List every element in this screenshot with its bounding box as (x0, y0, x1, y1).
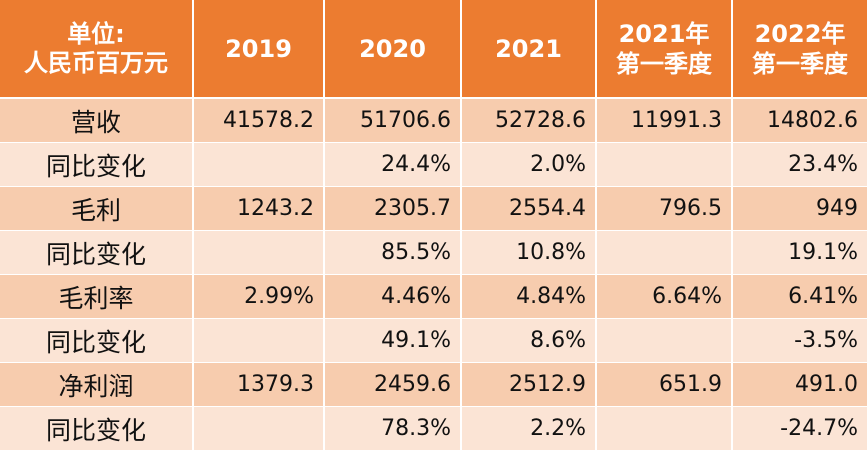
cell-2021: 52728.6 (461, 98, 597, 143)
cell-2019: 41578.2 (193, 98, 325, 143)
cell-2022-q1: 6.41% (732, 274, 867, 319)
header-2021-q1-quarter: 第一季度 (616, 49, 712, 78)
cell-2019 (193, 142, 325, 187)
cell-2021: 4.84% (461, 274, 597, 319)
header-2022-q1-year: 2022年 (754, 19, 846, 48)
header-2021-q1-year: 2021年 (618, 19, 710, 48)
table-row: 毛利率 2.99% 4.46% 4.84% 6.64% 6.41% (0, 274, 867, 319)
unit-currency: 人民币百万元 (24, 48, 168, 77)
table-row: 同比变化 78.3% 2.2% -24.7% (0, 406, 867, 451)
header-2022-q1: 2022年 第一季度 (732, 0, 867, 99)
cell-2019: 1379.3 (193, 362, 325, 407)
cell-2021-q1 (596, 230, 733, 275)
table-row: 同比变化 85.5% 10.8% 19.1% (0, 230, 867, 275)
cell-2021: 8.6% (461, 318, 597, 363)
cell-2021-q1 (596, 142, 733, 187)
cell-2019 (193, 318, 325, 363)
cell-2022-q1: -3.5% (732, 318, 867, 363)
cell-2021-q1: 796.5 (596, 186, 733, 231)
cell-2021-q1: 6.64% (596, 274, 733, 319)
row-label: 同比变化 (0, 142, 194, 187)
header-2020: 2020 (324, 0, 462, 99)
row-label: 毛利率 (0, 274, 194, 319)
cell-2020: 49.1% (324, 318, 462, 363)
cell-2020: 51706.6 (324, 98, 462, 143)
cell-2022-q1: 19.1% (732, 230, 867, 275)
cell-2022-q1: 14802.6 (732, 98, 867, 143)
cell-2022-q1: 949 (732, 186, 867, 231)
cell-2022-q1: 491.0 (732, 362, 867, 407)
header-2019: 2019 (193, 0, 325, 99)
header-2021-q1: 2021年 第一季度 (596, 0, 733, 99)
unit-label: 单位: (67, 19, 125, 48)
cell-2021: 2512.9 (461, 362, 597, 407)
cell-2020: 2305.7 (324, 186, 462, 231)
header-2021: 2021 (461, 0, 597, 99)
cell-2020: 24.4% (324, 142, 462, 187)
table-row: 营收 41578.2 51706.6 52728.6 11991.3 14802… (0, 98, 867, 143)
table-row: 毛利 1243.2 2305.7 2554.4 796.5 949 (0, 186, 867, 231)
cell-2022-q1: 23.4% (732, 142, 867, 187)
cell-2022-q1: -24.7% (732, 406, 867, 451)
header-row: 单位: 人民币百万元 2019 2020 2021 2021年 第一季度 202… (0, 0, 867, 99)
row-label: 营收 (0, 98, 194, 143)
cell-2021: 10.8% (461, 230, 597, 275)
cell-2021-q1: 651.9 (596, 362, 733, 407)
table-row: 同比变化 24.4% 2.0% 23.4% (0, 142, 867, 187)
cell-2021-q1 (596, 406, 733, 451)
unit-header-cell: 单位: 人民币百万元 (0, 0, 194, 99)
cell-2020: 78.3% (324, 406, 462, 451)
table-row: 净利润 1379.3 2459.6 2512.9 651.9 491.0 (0, 362, 867, 407)
table-row: 同比变化 49.1% 8.6% -3.5% (0, 318, 867, 363)
row-label: 同比变化 (0, 230, 194, 275)
cell-2020: 4.46% (324, 274, 462, 319)
row-label: 同比变化 (0, 406, 194, 451)
cell-2019: 1243.2 (193, 186, 325, 231)
cell-2019 (193, 406, 325, 451)
row-label: 净利润 (0, 362, 194, 407)
table-body: 营收 41578.2 51706.6 52728.6 11991.3 14802… (0, 98, 867, 451)
cell-2021: 2554.4 (461, 186, 597, 231)
cell-2019: 2.99% (193, 274, 325, 319)
table-header: 单位: 人民币百万元 2019 2020 2021 2021年 第一季度 202… (0, 0, 867, 99)
cell-2021: 2.2% (461, 406, 597, 451)
row-label: 同比变化 (0, 318, 194, 363)
cell-2020: 85.5% (324, 230, 462, 275)
cell-2020: 2459.6 (324, 362, 462, 407)
cell-2019 (193, 230, 325, 275)
header-2022-q1-quarter: 第一季度 (752, 49, 848, 78)
row-label: 毛利 (0, 186, 194, 231)
cell-2021-q1: 11991.3 (596, 98, 733, 143)
cell-2021: 2.0% (461, 142, 597, 187)
cell-2021-q1 (596, 318, 733, 363)
